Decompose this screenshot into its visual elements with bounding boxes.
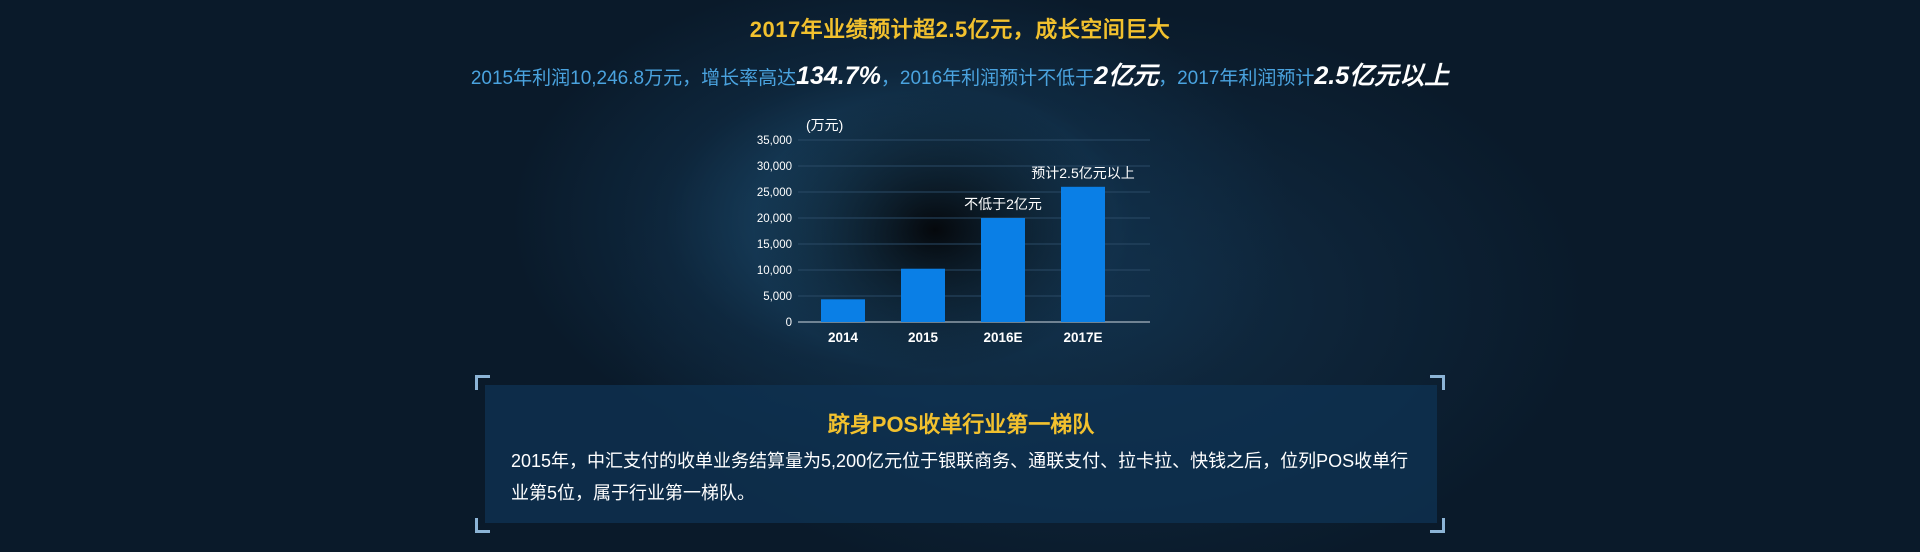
- y-tick-label: 10,000: [757, 265, 792, 277]
- y-tick-label: 0: [786, 317, 792, 329]
- subtitle-part-3: ，2017年利润预计: [1158, 68, 1315, 89]
- corner-bracket-top-left: [475, 375, 490, 390]
- profit-bar-chart: (万元) 0 5,000 10,000 15,000 20,000 25,000 30,000…: [757, 117, 1150, 345]
- corner-bracket-top-right: [1430, 375, 1445, 390]
- bar-2017e: [1061, 186, 1105, 322]
- info-panel-title: 跻身POS收单行业第一梯队: [827, 412, 1095, 437]
- bar-2014: [821, 299, 865, 322]
- profit-2016-value: 2亿元: [1094, 62, 1159, 90]
- y-tick-label: 15,000: [757, 239, 792, 251]
- x-tick-label: 2017E: [1063, 330, 1102, 345]
- x-tick-label: 2015: [908, 330, 939, 345]
- y-axis-unit-label: (万元): [806, 117, 843, 133]
- y-tick-label: 5,000: [763, 291, 792, 303]
- x-tick-label: 2014: [828, 330, 859, 345]
- bar-2015: [901, 268, 945, 322]
- info-panel: 跻身POS收单行业第一梯队 2015年，中汇支付的收单业务结算量为5,200亿元…: [485, 385, 1437, 523]
- growth-rate-value: 134.7%: [796, 62, 881, 90]
- page-subtitle: 2015年利润10,246.8万元，增长率高达134.7%，2016年利润预计不…: [0, 56, 1920, 92]
- corner-bracket-bottom-right: [1430, 518, 1445, 533]
- y-tick-label: 30,000: [757, 161, 792, 173]
- corner-bracket-bottom-left: [475, 518, 490, 533]
- bar-annotation: 预计2.5亿元以上: [1031, 165, 1134, 181]
- subtitle-part-1: 2015年利润10,246.8万元，增长率高达: [470, 68, 797, 89]
- y-tick-label: 35,000: [757, 135, 792, 147]
- bar-2016e: [981, 218, 1025, 322]
- subtitle-part-2: ，2016年利润预计不低于: [880, 68, 1095, 89]
- info-panel-text: 2015年，中汇支付的收单业务结算量为5,200亿元位于银联商务、通联支付、拉卡…: [511, 451, 1409, 503]
- bar-annotation: 不低于2亿元: [964, 196, 1042, 212]
- page-title: 2017年业绩预计超2.5亿元，成长空间巨大: [749, 17, 1171, 42]
- profit-2017-value: 2.5亿元以上: [1314, 62, 1450, 90]
- y-tick-label: 20,000: [757, 213, 792, 225]
- x-tick-label: 2016E: [983, 330, 1022, 345]
- y-tick-label: 25,000: [757, 187, 792, 199]
